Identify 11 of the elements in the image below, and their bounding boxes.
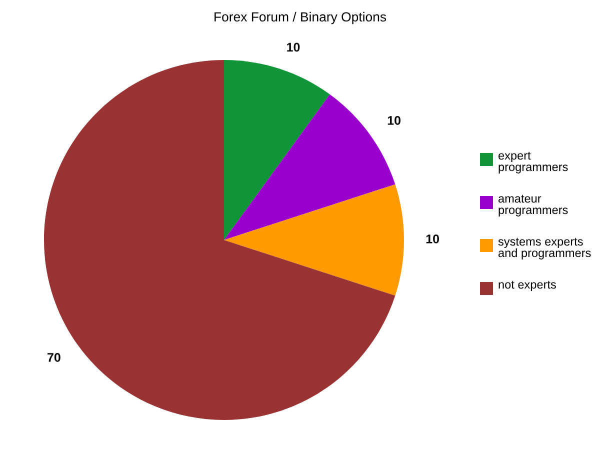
pie-slice: [224, 184, 404, 296]
data-label: 70: [48, 353, 60, 362]
data-label: 10: [426, 234, 439, 244]
legend-label: systems experts and programmers: [498, 238, 591, 260]
legend-label: expert programmers: [498, 152, 568, 174]
pie-slice: [224, 60, 330, 240]
data-label: 10: [287, 42, 300, 52]
legend-label: not experts: [498, 280, 556, 292]
legend-label: amateur programmers: [498, 194, 568, 216]
chart-title: Forex Forum / Binary Options: [214, 12, 386, 24]
data-label: 10: [388, 116, 400, 125]
